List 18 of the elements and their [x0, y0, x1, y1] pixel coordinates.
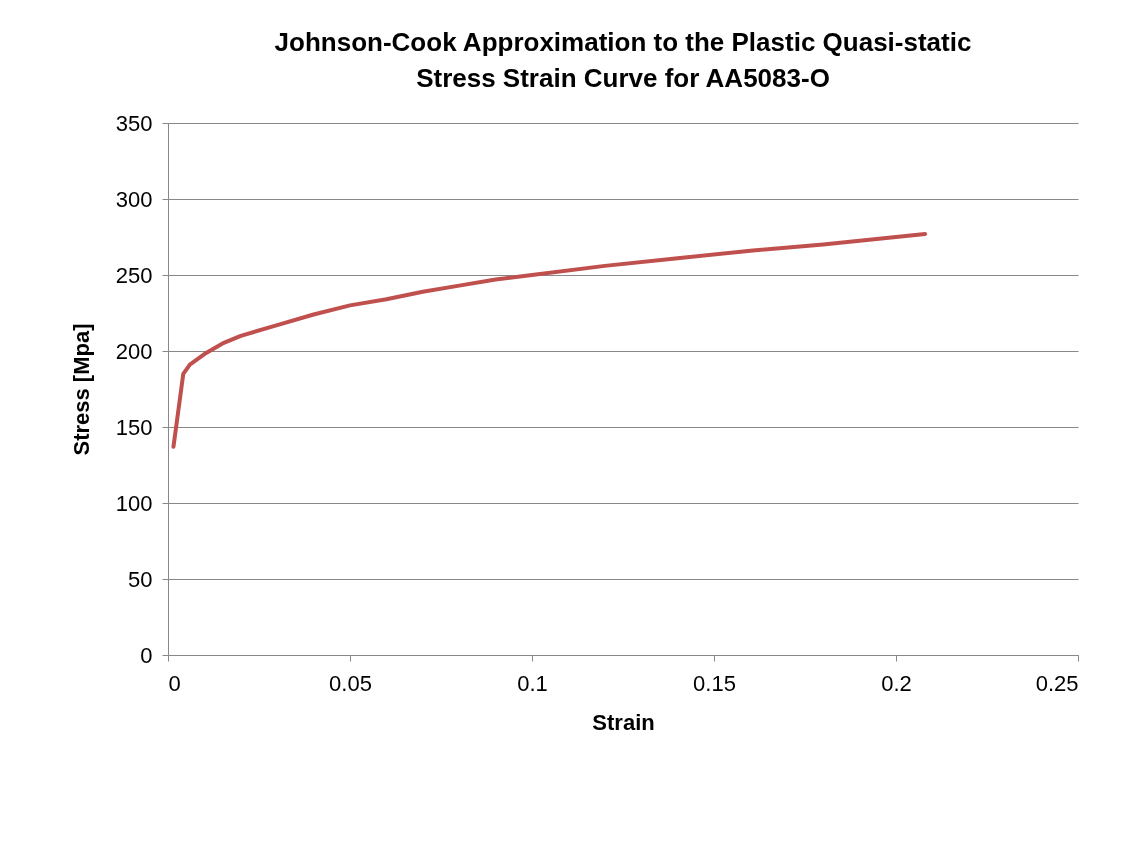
x-axis-title: Strain: [592, 709, 655, 735]
y-tick-label: 100: [115, 490, 153, 516]
y-axis-title: Stress [Mpa]: [68, 323, 94, 456]
line-series: [171, 231, 928, 449]
y-tick-label: 0: [140, 642, 153, 668]
y-tick-label: 50: [128, 566, 153, 592]
y-tick-label: 350: [115, 110, 153, 136]
chart-title: Johnson-Cook Approximation to the Plastic Quasi-static Stress Strain Curve for AA5083-O: [274, 27, 972, 93]
y-tick-label: 250: [115, 262, 153, 288]
x-tick-label: 0: [168, 670, 181, 696]
y-tick-label: 150: [115, 414, 153, 440]
x-tick-label: 0.25: [1035, 670, 1079, 696]
y-tick-label: 200: [115, 338, 153, 364]
x-tick-label: 0.2: [881, 670, 912, 696]
y-tick-label: 300: [115, 186, 153, 212]
x-tick-label: 0.1: [517, 670, 548, 696]
x-tick-label: 0.05: [329, 670, 372, 696]
x-tick-label: 0.15: [693, 670, 736, 696]
